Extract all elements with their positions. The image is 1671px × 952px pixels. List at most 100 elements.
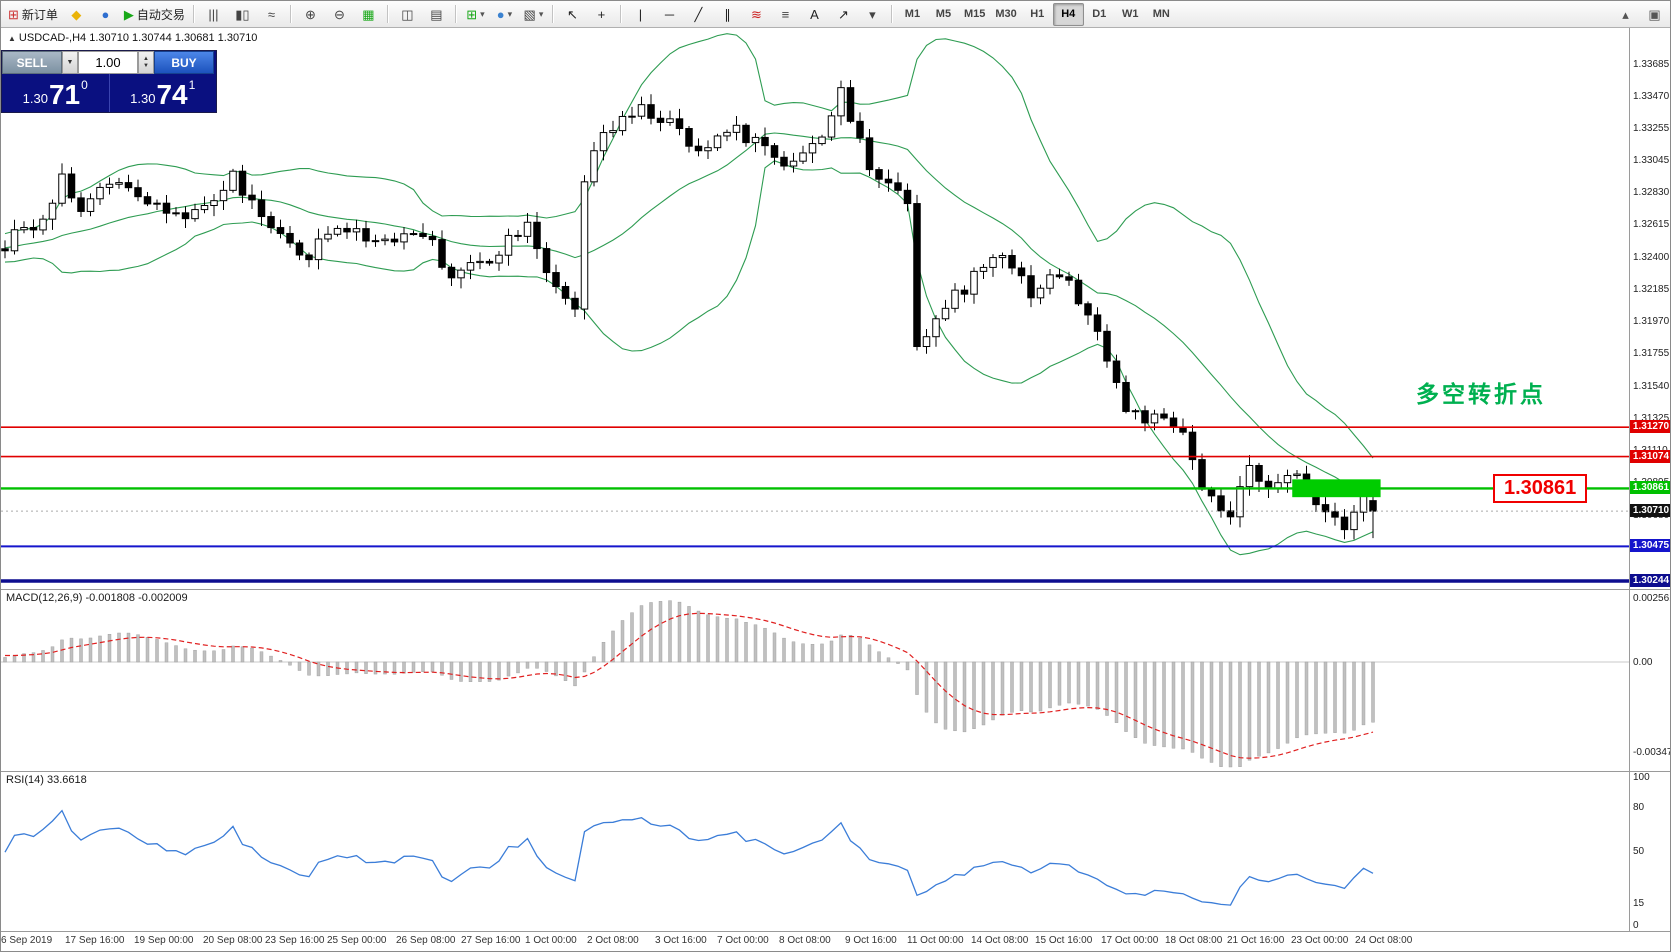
macd-axis-label: -0.003479: [1633, 747, 1670, 759]
triangle-up-icon: ▲: [8, 34, 16, 43]
spinner-down-icon: ▼: [143, 62, 149, 69]
toolbar-separator: [619, 5, 622, 23]
fibonacci-button[interactable]: ≋: [742, 3, 771, 26]
horizontal-line-button[interactable]: ─: [655, 3, 684, 26]
macd-label: MACD(12,26,9) -0.001808 -0.002009: [6, 592, 188, 604]
lines-icon: ≡: [781, 6, 790, 22]
timeframe-w1-button[interactable]: W1: [1122, 8, 1139, 20]
current-price-badge: 1.30710: [1630, 504, 1670, 518]
axis-separator: [1629, 28, 1630, 931]
date-label: 1 Oct 00:00: [525, 935, 577, 946]
line-chart-icon: ≈: [267, 6, 275, 22]
date-label: 17 Oct 00:00: [1101, 935, 1159, 946]
crosshair-icon: +: [597, 6, 606, 22]
highlight-rectangle[interactable]: [1292, 479, 1381, 498]
date-label: 6 Sep 2019: [1, 935, 53, 946]
toolbar-separator: [551, 5, 554, 23]
zoom-out-button[interactable]: ⊖: [325, 3, 354, 26]
bar-chart-button[interactable]: |||: [199, 3, 228, 26]
sell-price-big: 71: [48, 79, 81, 110]
toolbar: ⊞ 新订单 ◆ ● ▶ 自动交易 ||| ▮▯ ≈ ⊕ ⊖ ▦ ◫ ▤ ⊞ ▾ ● ▾ ▧ ▾ ↖ + | ─ ╱ ∥ ≋ ≡ A ↗ ▾ M…: [1, 1, 1670, 28]
date-label: 15 Oct 16:00: [1035, 935, 1093, 946]
sell-button[interactable]: SELL: [2, 51, 62, 74]
rsi-axis-label: 50: [1633, 846, 1645, 857]
timeframe-m1-button[interactable]: M1: [904, 8, 921, 20]
date-label: 7 Oct 00:00: [717, 935, 769, 946]
cursor-button[interactable]: ↖: [558, 3, 587, 26]
new-chart-icon: ⊞: [466, 6, 478, 22]
time-axis[interactable]: 6 Sep 2019 17 Sep 16:00 19 Sep 00:00 20 Sep…: [1, 931, 1670, 951]
caret-up-icon: ▴: [1622, 6, 1629, 22]
caret-down-icon: ▾: [869, 6, 876, 22]
symbol-ohlc-text: USDCAD-,H4 1.30710 1.30744 1.30681 1.307…: [18, 32, 258, 44]
community-button[interactable]: ●: [91, 3, 120, 26]
macd-axis-label: 0.002561: [1633, 593, 1671, 604]
buy-button[interactable]: BUY: [154, 51, 214, 74]
indicator-icon: ▧: [523, 6, 536, 22]
new-order-button[interactable]: ⊞ 新订单: [4, 3, 62, 26]
tile-windows-button[interactable]: ◫: [393, 3, 422, 26]
rsi-axis-label: 0: [1633, 920, 1639, 931]
text-icon: A: [810, 6, 819, 22]
more-tools-button[interactable]: ▾: [858, 3, 887, 26]
timeframe-mn-button[interactable]: MN: [1152, 8, 1170, 20]
toolbar-separator: [192, 5, 195, 23]
price-tick-label: 1.31970: [1633, 316, 1670, 328]
timeframe-m5-button[interactable]: M5: [935, 8, 952, 20]
rsi-panel-canvas[interactable]: [1, 771, 1629, 931]
chart-annotation-text: 多空转折点: [1416, 381, 1546, 407]
toolbar-up-button[interactable]: ▴: [1611, 3, 1640, 26]
indicators-button[interactable]: ▧ ▾: [519, 3, 548, 26]
timeframe-m30-button[interactable]: M30: [995, 8, 1017, 20]
grid-button[interactable]: ▦: [354, 3, 383, 26]
date-label: 11 Oct 00:00: [907, 935, 964, 946]
date-label: 27 Sep 16:00: [461, 935, 521, 946]
candlestick-button[interactable]: ▮▯: [228, 3, 257, 26]
zoom-in-button[interactable]: ⊕: [296, 3, 325, 26]
date-label: 26 Sep 08:00: [396, 935, 456, 946]
macd-axis-label: 0.00: [1633, 657, 1653, 668]
new-order-button-label: 新订单: [21, 7, 58, 22]
price-tick-label: 1.32830: [1633, 187, 1670, 199]
play-icon: ▶: [123, 6, 134, 22]
volume-stepper[interactable]: ▲ ▼: [138, 51, 154, 74]
spinner-up-icon: ▲: [143, 55, 149, 62]
timeframe-d1-button[interactable]: D1: [1092, 8, 1107, 20]
timeframe-h4-button[interactable]: H4: [1052, 2, 1084, 26]
toolbar-separator: [386, 5, 389, 23]
line-chart-button[interactable]: ≈: [257, 3, 286, 26]
autotrade-button[interactable]: ▶ 自动交易: [120, 3, 189, 26]
profiles-button[interactable]: ● ▾: [490, 3, 519, 26]
caret-down-icon: ▾: [538, 8, 544, 19]
level-price-badge: 1.31270: [1630, 420, 1670, 434]
panel-separator[interactable]: [1, 771, 1670, 772]
panel-separator: [1, 931, 1670, 932]
volume-dropdown-button[interactable]: ▼: [62, 51, 78, 74]
sell-price[interactable]: 1.30 71 0: [2, 74, 109, 112]
ohlc-bars-icon: |||: [208, 6, 219, 22]
toolbar-panel-button[interactable]: ▣: [1640, 3, 1669, 26]
metaquotes-button[interactable]: ◆: [62, 3, 91, 26]
price-axis[interactable]: 1.33685 1.33470 1.33255 1.33045 1.32830 1.326…: [1630, 28, 1670, 931]
macd-panel-canvas[interactable]: [1, 589, 1629, 771]
panel-separator[interactable]: [1, 589, 1670, 590]
volume-input[interactable]: [78, 51, 138, 74]
date-label: 17 Sep 16:00: [65, 935, 125, 946]
new-chart-button[interactable]: ⊞ ▾: [461, 3, 490, 26]
candlestick-chart-canvas[interactable]: [1, 28, 1629, 589]
date-label: 19 Sep 00:00: [134, 935, 194, 946]
text-button[interactable]: A: [800, 3, 829, 26]
timeframe-m15-button[interactable]: M15: [963, 8, 986, 20]
cascade-windows-button[interactable]: ▤: [422, 3, 451, 26]
trendline-button[interactable]: ╱: [684, 3, 713, 26]
shapes-button[interactable]: ≡: [771, 3, 800, 26]
buy-price-big: 74: [156, 79, 188, 110]
timeframe-h1-button[interactable]: H1: [1030, 8, 1045, 20]
vertical-line-button[interactable]: |: [626, 3, 655, 26]
buy-price-prefix: 1.30: [130, 91, 156, 106]
zoom-out-icon: ⊖: [333, 6, 345, 22]
arrows-button[interactable]: ↗: [829, 3, 858, 26]
buy-price[interactable]: 1.30 74 1: [110, 74, 217, 112]
crosshair-button[interactable]: +: [587, 3, 616, 26]
channel-button[interactable]: ∥: [713, 3, 742, 26]
